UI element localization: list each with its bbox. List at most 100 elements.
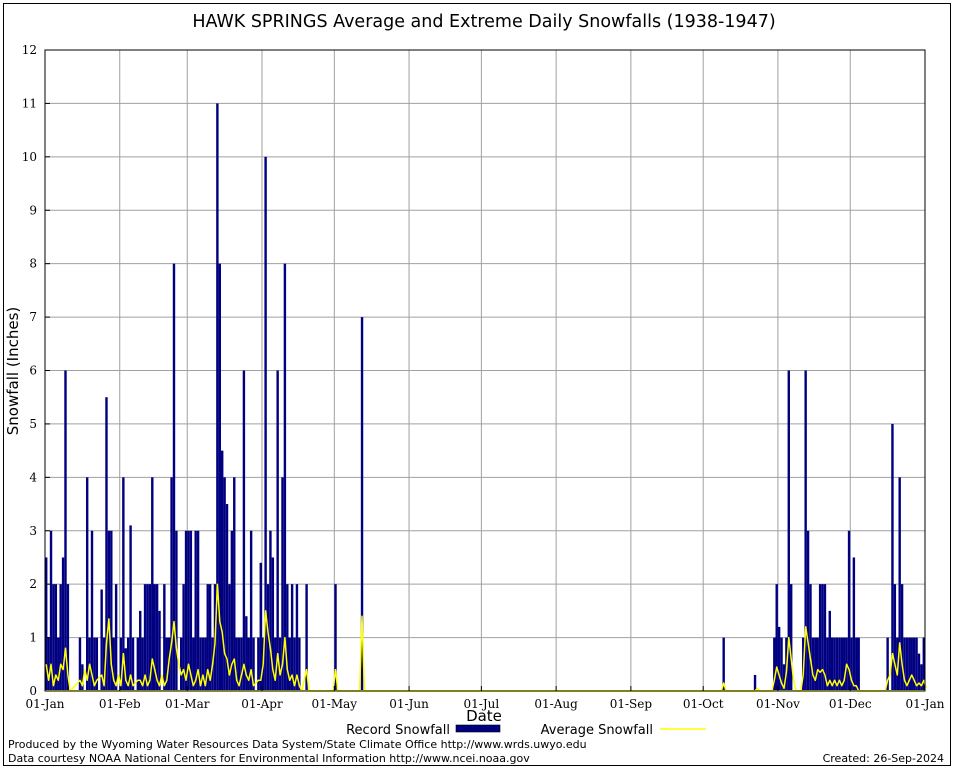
record-snowfall-bar bbox=[225, 504, 229, 691]
record-snowfall-bar bbox=[835, 637, 839, 691]
record-snowfall-bar bbox=[216, 103, 219, 691]
record-snowfall-bar bbox=[204, 637, 207, 691]
record-snowfall-bar bbox=[153, 584, 156, 691]
record-snowfall-bar bbox=[172, 263, 176, 691]
record-snowfall-bar bbox=[823, 584, 827, 691]
record-snowfall-bar bbox=[189, 530, 193, 691]
record-snowfall-bar bbox=[143, 584, 147, 691]
record-snowfall-bar bbox=[49, 530, 53, 691]
record-snowfall-bar bbox=[896, 637, 899, 691]
record-snowfall-bar bbox=[274, 637, 277, 691]
record-snowfall-bar bbox=[249, 530, 253, 691]
chart-title: HAWK SPRINGS Average and Extreme Daily S… bbox=[192, 12, 775, 32]
record-snowfall-bar bbox=[908, 637, 911, 691]
record-snowfall-bar bbox=[915, 637, 918, 691]
x-tick-label: 01-Jul bbox=[464, 697, 500, 711]
record-snowfall-bar bbox=[912, 637, 916, 691]
y-tick-label: 12 bbox=[22, 43, 37, 57]
record-snowfall-bar bbox=[129, 525, 132, 691]
record-snowfall-bar bbox=[170, 477, 173, 691]
record-snowfall-bar bbox=[90, 530, 94, 691]
y-tick-label: 2 bbox=[29, 577, 37, 591]
record-snowfall-bar bbox=[293, 637, 296, 691]
record-snowfall-bar bbox=[95, 637, 99, 691]
record-snowfall-bar bbox=[850, 637, 853, 691]
x-tick-label: 01-Feb bbox=[99, 697, 141, 711]
record-snowfall-bar bbox=[52, 584, 55, 691]
record-snowfall-bar bbox=[64, 370, 67, 691]
record-snowfall-bar bbox=[334, 584, 337, 691]
record-snowfall-bar bbox=[59, 584, 62, 691]
record-snowfall-bar bbox=[102, 637, 106, 691]
record-snowfall-bar bbox=[47, 637, 50, 691]
y-tick-label: 5 bbox=[29, 417, 37, 431]
x-tick-label: 01-Apr bbox=[241, 697, 283, 711]
y-tick-label: 4 bbox=[29, 470, 37, 484]
record-snowfall-bar bbox=[245, 616, 248, 691]
x-tick-label: 01-Oct bbox=[683, 697, 724, 711]
record-snowfall-bar bbox=[298, 637, 301, 691]
record-snowfall-bar bbox=[920, 664, 923, 691]
record-snowfall-bar bbox=[775, 584, 778, 691]
record-snowfall-bar bbox=[753, 674, 757, 691]
record-snowfall-bar bbox=[852, 557, 856, 691]
record-snowfall-bar bbox=[199, 637, 202, 691]
x-tick-label: 01-Aug bbox=[534, 697, 578, 711]
record-snowfall-bar bbox=[119, 637, 123, 691]
y-axis-label: Snowfall (Inches) bbox=[4, 307, 22, 435]
legend-record-label: Record Snowfall bbox=[346, 723, 450, 738]
record-snowfall-bar bbox=[237, 637, 241, 691]
record-snowfall-bar bbox=[247, 637, 250, 691]
record-snowfall-bar bbox=[242, 370, 246, 691]
y-tick-label: 7 bbox=[29, 310, 37, 324]
average-snowfall-line bbox=[45, 583, 927, 692]
record-snowfall-bar bbox=[814, 637, 817, 691]
record-snowfall-bar bbox=[290, 584, 294, 691]
record-snowfall-bar bbox=[81, 664, 84, 691]
record-snowfall-bar bbox=[201, 637, 205, 691]
record-snowfall-bar bbox=[787, 370, 790, 691]
record-snowfall-bar bbox=[158, 610, 161, 691]
record-snowfall-bar bbox=[230, 530, 234, 691]
record-snowfall-bar bbox=[266, 584, 270, 691]
record-snowfall-bar bbox=[141, 637, 144, 691]
record-snowfall-bar bbox=[194, 530, 197, 691]
record-snowfall-bar bbox=[139, 610, 142, 691]
record-snowfall-bar bbox=[124, 648, 127, 691]
record-snowfall-bar bbox=[283, 263, 287, 691]
record-snowfall-bar bbox=[175, 530, 178, 691]
record-snowfall-bar bbox=[155, 584, 159, 691]
record-snowfall-bar bbox=[110, 530, 113, 691]
record-snowfall-bar bbox=[228, 584, 231, 691]
record-snowfall-bar bbox=[891, 423, 894, 691]
record-snowfall-bar bbox=[107, 530, 111, 691]
y-tick-label: 11 bbox=[22, 96, 37, 110]
record-snowfall-bar bbox=[252, 637, 255, 691]
x-tick-label: 01-Jan bbox=[25, 697, 64, 711]
record-snowfall-bar bbox=[847, 530, 851, 691]
record-snowfall-bar bbox=[281, 477, 284, 691]
record-snowfall-bar bbox=[278, 637, 282, 691]
x-tick-label: 01-Nov bbox=[756, 697, 800, 711]
record-snowfall-bar bbox=[240, 637, 243, 691]
record-snowfall-bar bbox=[900, 584, 904, 691]
record-snowfall-bar bbox=[818, 584, 822, 691]
record-snowfall-bar bbox=[773, 637, 776, 691]
record-snowfall-bar bbox=[288, 637, 291, 691]
record-snowfall-bar bbox=[360, 317, 364, 691]
record-snowfall-bar bbox=[838, 637, 841, 691]
record-snowfall-bar bbox=[826, 637, 829, 691]
x-tick-label: 01-May bbox=[312, 697, 358, 711]
record-snowfall-bar bbox=[782, 664, 786, 691]
record-snowfall-bar bbox=[271, 557, 275, 691]
record-snowfall-bar bbox=[61, 557, 65, 691]
record-snowfall-bar bbox=[57, 637, 60, 691]
record-snowfall-bar bbox=[811, 637, 815, 691]
x-tick-label: 01-Sep bbox=[610, 697, 653, 711]
record-snowfall-bar bbox=[898, 477, 901, 691]
record-snowfall-bar bbox=[722, 637, 725, 691]
record-snowfall-bar bbox=[233, 477, 236, 691]
record-snowfall-bar bbox=[833, 637, 836, 691]
